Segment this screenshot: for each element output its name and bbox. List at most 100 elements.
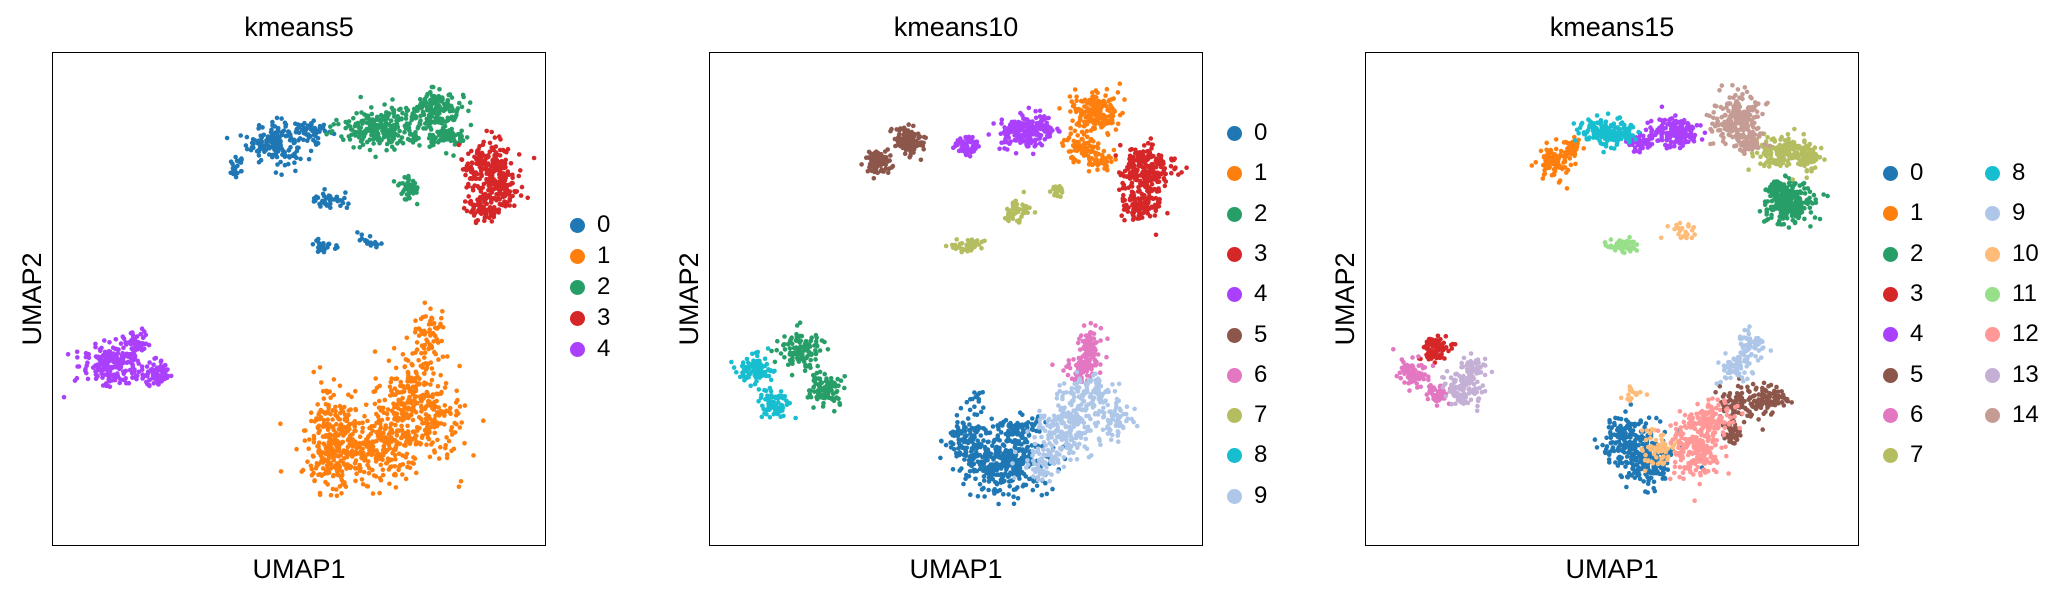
scatter-point xyxy=(393,485,399,490)
scatter-point xyxy=(452,430,458,435)
scatter-point xyxy=(477,185,482,191)
scatter-point xyxy=(1004,467,1009,472)
scatter-point xyxy=(365,241,370,246)
scatter-point xyxy=(1011,126,1016,132)
panel-title: kmeans10 xyxy=(893,12,1019,42)
scatter-point xyxy=(1067,442,1072,448)
scatter-point xyxy=(1033,115,1039,121)
scatter-point xyxy=(417,425,422,431)
scatter-point xyxy=(443,151,449,156)
scatter-point xyxy=(357,434,363,440)
scatter-point xyxy=(1086,427,1092,433)
scatter-point xyxy=(409,399,415,404)
scatter-point xyxy=(278,469,284,474)
scatter-point xyxy=(750,351,755,357)
scatter-point xyxy=(410,429,416,435)
scatter-point xyxy=(121,370,127,376)
scatter-point xyxy=(505,189,511,195)
scatter-point xyxy=(1054,396,1060,401)
scatter-point xyxy=(284,133,290,139)
scatter-point xyxy=(317,123,323,129)
scatter-point xyxy=(870,153,875,158)
scatter-point xyxy=(358,125,364,130)
scatter-point xyxy=(1003,454,1008,460)
scatter-point xyxy=(516,173,522,179)
scatter-point xyxy=(353,388,358,394)
scatter-point xyxy=(954,237,959,242)
scatter-point xyxy=(1130,158,1136,163)
scatter-point xyxy=(957,241,963,247)
scatter-point xyxy=(1103,93,1108,98)
scatter-point xyxy=(1002,146,1007,151)
scatter-point xyxy=(968,397,973,402)
scatter-point xyxy=(298,156,303,162)
scatter-point xyxy=(244,134,250,140)
scatter-point xyxy=(963,439,968,445)
scatter-point xyxy=(968,492,973,498)
scatter-point xyxy=(373,474,379,479)
scatter-point xyxy=(367,147,373,153)
scatter-point xyxy=(431,339,437,344)
scatter-point xyxy=(309,122,314,127)
scatter-point xyxy=(353,428,358,434)
scatter-point xyxy=(808,394,814,400)
scatter-point xyxy=(270,123,275,128)
scatter-point xyxy=(1075,141,1080,147)
scatter-point xyxy=(433,413,438,418)
scatter-point xyxy=(410,351,415,356)
scatter-point xyxy=(436,116,442,122)
cluster-5-points xyxy=(859,122,928,181)
scatter-point xyxy=(243,143,249,148)
scatter-point xyxy=(525,195,530,201)
scatter-point xyxy=(1022,116,1028,122)
scatter-point xyxy=(224,135,230,141)
scatter-point xyxy=(781,413,786,419)
scatter-point xyxy=(866,155,871,160)
scatter-point xyxy=(1037,108,1043,114)
scatter-point xyxy=(464,208,470,214)
scatter-point xyxy=(396,467,401,473)
scatter-point xyxy=(393,457,398,462)
scatter-point xyxy=(1101,112,1106,118)
scatter-point xyxy=(158,363,164,369)
scatter-point xyxy=(448,428,454,433)
scatter-point xyxy=(449,95,455,100)
scatter-point xyxy=(802,368,808,374)
scatter-point xyxy=(420,102,426,108)
scatter-point xyxy=(116,347,121,352)
scatter-point xyxy=(974,450,979,455)
scatter-point xyxy=(338,475,344,480)
scatter-point xyxy=(1093,371,1098,377)
scatter-point xyxy=(314,416,319,421)
scatter-point xyxy=(1059,447,1064,452)
scatter-point xyxy=(322,187,327,192)
scatter-point xyxy=(518,193,524,198)
scatter-point xyxy=(400,472,405,477)
scatter-point xyxy=(981,438,986,443)
scatter-point xyxy=(1104,86,1110,92)
scatter-point xyxy=(1035,130,1040,136)
scatter-point xyxy=(1076,120,1081,126)
legend-label: 1 xyxy=(597,242,611,269)
scatter-point xyxy=(258,157,264,163)
scatter-point xyxy=(302,438,308,443)
scatter-point xyxy=(981,405,986,411)
scatter-point xyxy=(989,475,994,481)
scatter-point xyxy=(115,350,121,356)
cluster-2-points xyxy=(324,84,474,207)
scatter-point xyxy=(393,472,398,478)
legend-marker xyxy=(570,249,585,264)
scatter-point xyxy=(813,381,819,387)
scatter-point xyxy=(367,234,373,239)
cluster-4-points xyxy=(61,326,174,400)
scatter-point xyxy=(1089,111,1095,116)
scatter-point xyxy=(400,181,406,186)
scatter-point xyxy=(1086,169,1092,174)
scatter-point xyxy=(334,117,339,123)
scatter-point xyxy=(321,409,326,415)
scatter-point xyxy=(772,359,778,365)
legend-marker xyxy=(570,311,585,326)
scatter-point xyxy=(1145,207,1150,213)
scatter-point xyxy=(433,105,439,110)
scatter-point xyxy=(999,117,1005,122)
